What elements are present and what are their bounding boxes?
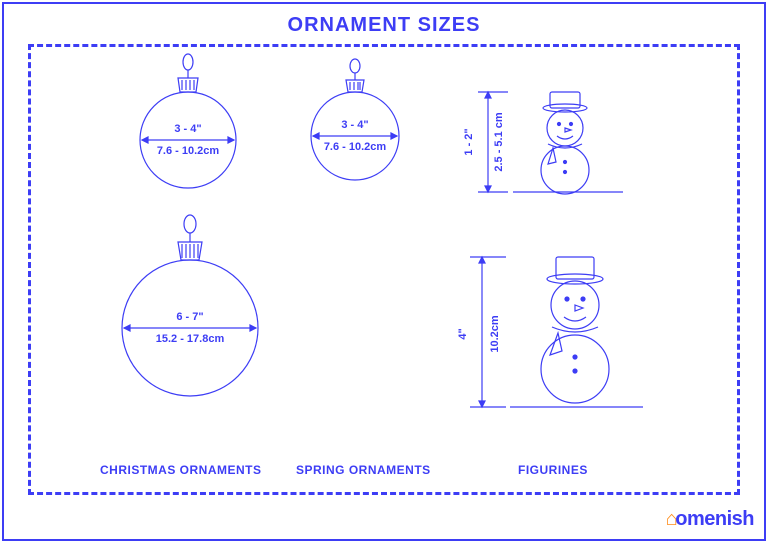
spring-ornament: 3 - 4" 7.6 - 10.2cm <box>290 56 420 201</box>
page-title: ORNAMENT SIZES <box>0 14 768 37</box>
dim-cm: 15.2 - 17.8cm <box>156 333 225 345</box>
dim-cm: 7.6 - 10.2cm <box>157 145 220 157</box>
dim-inches: 1 - 2" <box>463 128 475 155</box>
christmas-ornament-large: 6 - 7" 15.2 - 17.8cm <box>100 212 280 412</box>
figurine-snowman-large: 4" 10.2cm <box>448 239 648 419</box>
christmas-ornament-small: 3 - 4" 7.6 - 10.2cm <box>118 52 258 202</box>
col-label-christmas: CHRISTMAS ORNAMENTS <box>100 463 262 477</box>
col-label-figurines: FIGURINES <box>518 463 588 477</box>
figurine-snowman-small: 1 - 2" 2.5 - 5.1 cm <box>458 72 628 202</box>
logo: ⌂omenish <box>666 508 754 531</box>
dim-cm: 2.5 - 5.1 cm <box>493 112 505 172</box>
dim-inches: 3 - 4" <box>341 119 368 131</box>
content-area: CHRISTMAS ORNAMENTS SPRING ORNAMENTS FIG… <box>28 44 740 495</box>
dim-cm: 7.6 - 10.2cm <box>324 141 387 153</box>
dim-inches: 4" <box>457 328 469 339</box>
logo-text: omenish <box>675 508 754 530</box>
col-label-spring: SPRING ORNAMENTS <box>296 463 431 477</box>
dim-inches: 3 - 4" <box>174 123 201 135</box>
dim-cm: 10.2cm <box>489 315 501 353</box>
dim-inches: 6 - 7" <box>176 311 203 323</box>
